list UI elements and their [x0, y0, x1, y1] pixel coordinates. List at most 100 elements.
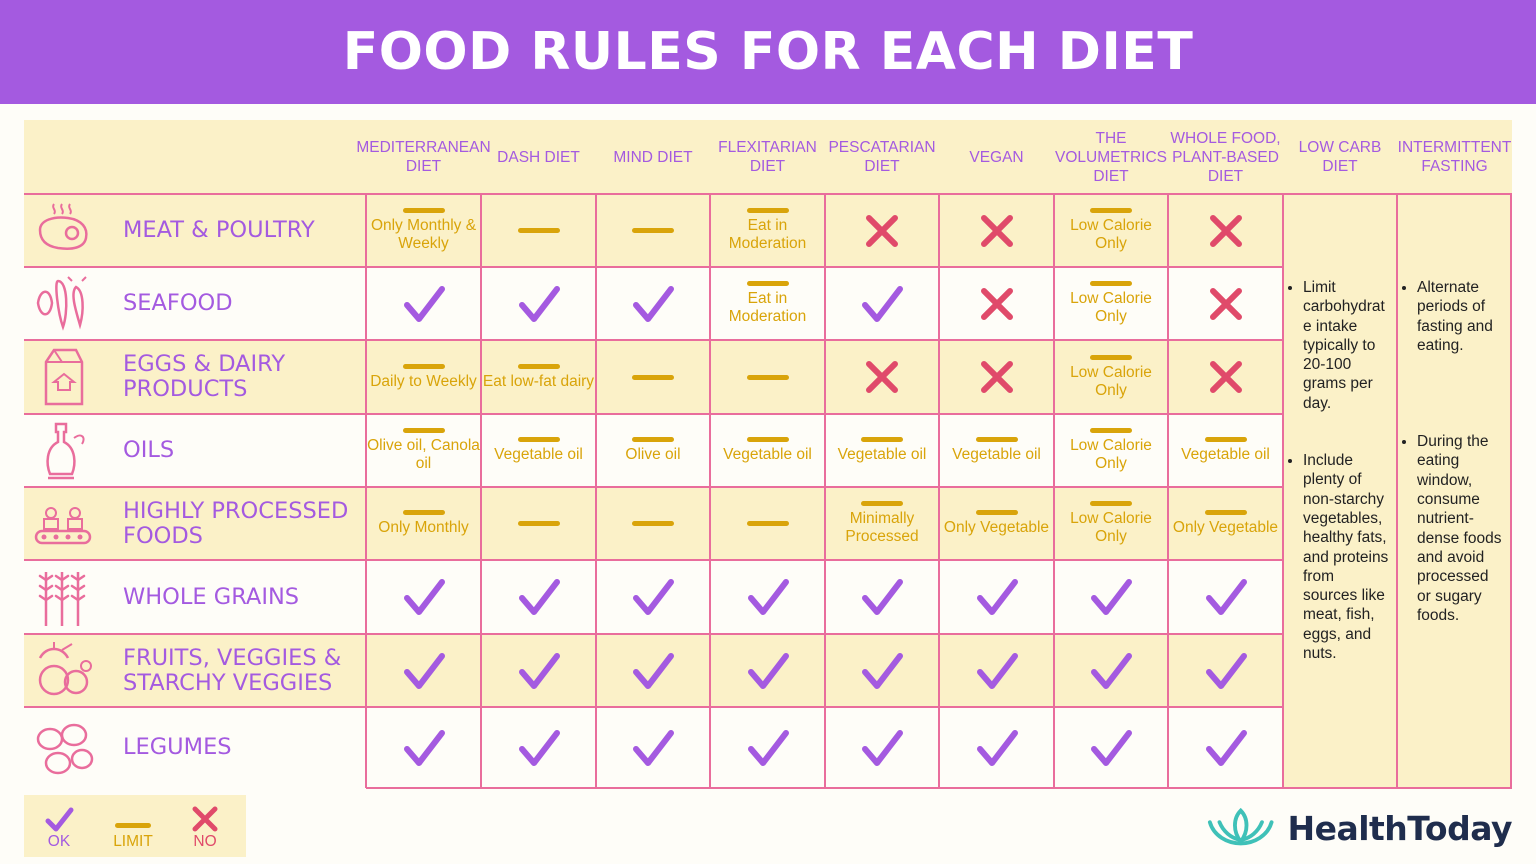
status-cell	[481, 707, 596, 788]
status-cell	[366, 707, 481, 788]
diet-table: MEDITERRANEAN DIET DASH DIET MIND DIET FLEX…	[24, 120, 1512, 789]
status-cell	[481, 560, 596, 634]
status-cell: Low Calorie Only	[1054, 487, 1168, 560]
status-cell	[1168, 194, 1283, 267]
status-cell	[710, 560, 825, 634]
column-header: DASH DIET	[497, 148, 580, 166]
status-cell	[939, 194, 1054, 267]
check-icon	[518, 729, 560, 766]
check-icon	[1091, 729, 1132, 766]
side-column	[1397, 194, 1512, 788]
column-header: MIND DIET	[613, 148, 693, 166]
wheat-icon	[38, 572, 86, 626]
x-icon	[1209, 214, 1242, 247]
status-cell	[1168, 707, 1283, 788]
cell-note: Olive oil	[625, 446, 681, 463]
status-cell	[366, 560, 481, 634]
check-icon	[862, 652, 903, 689]
column-divider	[480, 194, 482, 788]
check-icon	[403, 729, 445, 766]
status-cell	[1054, 634, 1168, 707]
fasting-notes: Alternate periods of fasting and eating.…	[1403, 278, 1506, 663]
status-cell	[825, 194, 939, 267]
cell-note: Olive oil, Canola oil	[367, 437, 480, 472]
cell-note: Only Monthly & Weekly	[370, 217, 477, 252]
status-cell: Olive oil, Canola oil	[366, 414, 481, 487]
status-cell	[596, 487, 710, 560]
status-cell	[596, 560, 710, 634]
row-label: HIGHLY PROCESSED FOODS	[123, 497, 349, 549]
legend: OK LIMIT NO	[24, 795, 246, 857]
conveyor-icon	[34, 506, 92, 544]
cell-note: Eat in Moderation	[728, 217, 807, 252]
x-icon	[980, 361, 1013, 393]
status-cell	[825, 267, 939, 340]
status-cell: Eat in Moderation	[710, 194, 825, 267]
column-header: MEDITERRANEAN DIET	[356, 139, 491, 175]
check-icon	[976, 729, 1018, 766]
dash-icon	[861, 437, 903, 442]
status-cell	[939, 340, 1054, 414]
cell-note: Vegetable oil	[723, 446, 812, 463]
column-divider	[1053, 194, 1055, 788]
column-header: VEGAN	[969, 148, 1024, 166]
status-cell: Only Vegetable	[939, 487, 1054, 560]
row-background	[24, 560, 1283, 634]
status-cell	[1168, 267, 1283, 340]
row-background	[24, 707, 1283, 788]
dash-icon	[402, 363, 445, 369]
column-divider	[938, 194, 940, 788]
row-label: LEGUMES	[123, 734, 232, 760]
check-icon	[633, 729, 674, 766]
page-title: FOOD RULES FOR EACH DIET	[342, 22, 1194, 82]
status-cell: Low Calorie Only	[1054, 194, 1168, 267]
check-icon	[1091, 579, 1132, 615]
cell-note: Vegetable oil	[1181, 446, 1270, 463]
row-background	[24, 414, 1283, 487]
dash-icon	[402, 208, 445, 213]
column-divider	[1510, 194, 1512, 788]
column-divider	[365, 194, 367, 788]
dash-icon	[517, 228, 560, 233]
row-label: SEAFOOD	[123, 290, 233, 316]
dash-icon	[975, 510, 1018, 515]
seafood-icon	[36, 275, 87, 331]
cell-note: Vegetable oil	[952, 446, 1041, 463]
status-cell	[481, 267, 596, 340]
x-icon	[980, 214, 1013, 247]
note-item: Limit carbohydrat e intake typically to …	[1303, 278, 1391, 413]
status-cell	[825, 560, 939, 634]
row-background	[24, 634, 1283, 707]
status-cell	[1054, 560, 1168, 634]
status-cell: Low Calorie Only	[1054, 340, 1168, 414]
status-cell	[1054, 707, 1168, 788]
column-divider	[1167, 194, 1169, 788]
cell-note: Only Monthly	[378, 519, 469, 536]
steak-icon	[38, 202, 88, 250]
cell-note: Only Vegetable	[1172, 519, 1279, 536]
status-cell	[825, 340, 939, 414]
oil-bottle-icon	[46, 422, 85, 479]
lotus-icon	[1207, 807, 1274, 846]
check-icon	[633, 579, 674, 615]
check-icon	[403, 285, 445, 322]
dash-icon	[1090, 501, 1132, 506]
status-cell: Olive oil	[596, 414, 710, 487]
legend-label: NO	[193, 833, 217, 850]
header-row	[24, 120, 1512, 194]
status-cell: Vegetable oil	[825, 414, 939, 487]
cell-note: Low Calorie Only	[1070, 290, 1152, 325]
row-label: WHOLE GRAINS	[123, 583, 300, 610]
column-divider	[1396, 194, 1398, 788]
dash-icon	[632, 228, 674, 233]
title-banner: FOOD RULES FOR EACH DIET	[0, 0, 1536, 104]
check-icon	[633, 285, 674, 322]
status-cell: Eat low-fat dairy	[481, 340, 596, 414]
check-icon	[1091, 652, 1132, 689]
x-icon	[1209, 361, 1242, 393]
status-cell: Daily to Weekly	[366, 340, 481, 414]
dash-icon	[1090, 428, 1132, 433]
cell-note: Vegetable oil	[837, 446, 927, 463]
x-icon	[866, 361, 898, 393]
x-icon	[866, 214, 898, 247]
